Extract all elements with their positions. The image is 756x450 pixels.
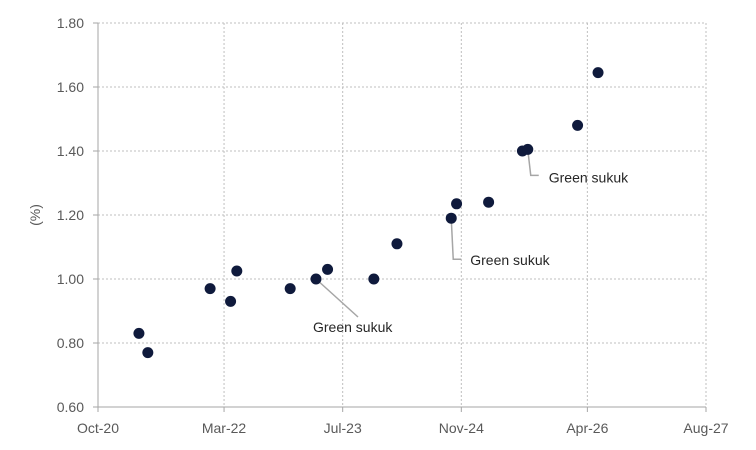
data-point xyxy=(322,263,334,275)
y-tick-label: 1.20 xyxy=(57,207,84,223)
data-point xyxy=(522,143,534,155)
annotation-label: Green sukuk xyxy=(313,319,393,335)
y-axis-label: (%) xyxy=(27,204,43,226)
annotation-leader-line xyxy=(527,149,539,177)
x-tick-label: Oct-20 xyxy=(77,420,119,436)
data-point xyxy=(284,283,296,295)
axes xyxy=(93,22,707,412)
data-point xyxy=(225,295,237,307)
annotation-leaders xyxy=(315,149,539,318)
data-point xyxy=(368,273,380,285)
x-tick-label: Aug-27 xyxy=(683,420,728,436)
annotation-leader-line xyxy=(450,218,462,260)
x-tick-label: Jul-23 xyxy=(324,420,362,436)
data-point xyxy=(310,273,322,285)
annotation-label: Green sukuk xyxy=(470,252,550,268)
y-tick-label: 1.40 xyxy=(57,143,84,159)
data-point xyxy=(592,67,604,79)
y-tick-label: 1.60 xyxy=(57,79,84,95)
annotation-leader-line xyxy=(315,278,359,318)
data-point xyxy=(451,198,463,210)
data-point xyxy=(572,119,584,131)
tick-labels: 0.60 0.80 1.00 1.20 1.40 1.60 1.80 Oct-20 Mar-22… xyxy=(57,15,729,436)
annotation-label: Green sukuk xyxy=(549,169,629,185)
data-point xyxy=(445,212,457,224)
x-tick-label: Nov-24 xyxy=(439,420,484,436)
data-point xyxy=(142,347,154,359)
data-points xyxy=(133,67,604,359)
data-point xyxy=(133,327,145,339)
y-tick-label: 0.80 xyxy=(57,335,84,351)
data-point xyxy=(391,238,403,250)
gridlines xyxy=(98,22,707,407)
y-tick-label: 1.00 xyxy=(57,271,84,287)
data-point xyxy=(204,283,216,295)
data-point xyxy=(231,265,243,277)
data-point xyxy=(483,196,495,208)
y-tick-label: 1.80 xyxy=(57,15,84,31)
x-tick-label: Mar-22 xyxy=(202,420,247,436)
y-tick-label: 0.60 xyxy=(57,399,84,415)
x-tick-label: Apr-26 xyxy=(566,420,608,436)
